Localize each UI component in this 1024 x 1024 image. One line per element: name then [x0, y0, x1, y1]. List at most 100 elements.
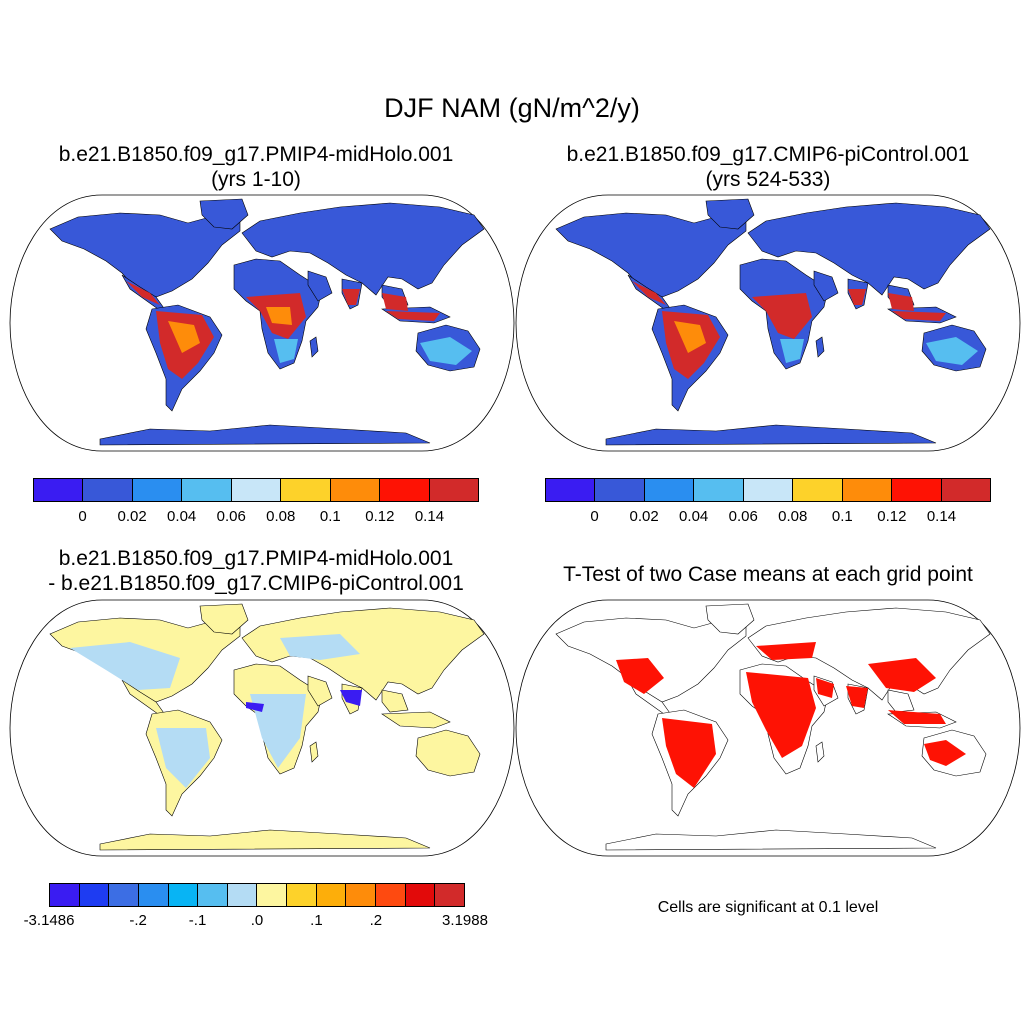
significant-cells: [924, 740, 966, 766]
colorbar-box: [376, 884, 406, 906]
landmass-namerica: [49, 212, 241, 298]
colorbar-box: [257, 884, 288, 906]
north-america-light: [70, 642, 180, 690]
colorbar-box: [743, 479, 794, 501]
southeast-asia: [382, 293, 408, 311]
landmass-antarctica: [605, 829, 937, 851]
colorbar-box: [429, 479, 478, 501]
landmass-seasia: [381, 689, 409, 713]
landmass-greenland: [199, 198, 249, 230]
colorbar-difference-labels: -3.1486 -.2 -.1 .0 .1 .2 3.1988: [24, 912, 488, 930]
colorbar-box: [546, 479, 596, 501]
colorbar-tick-label: .1: [310, 912, 323, 929]
landmass-namerica: [555, 212, 747, 298]
central-america: [126, 281, 160, 305]
africa-light: [250, 694, 306, 768]
colorbar-tick-label: 0.04: [679, 508, 709, 525]
panel-title-line2: (yrs 1-10): [211, 168, 301, 191]
colorbar-midholo: [33, 478, 479, 502]
colorbar-tick-label: .2: [369, 912, 383, 929]
colorbar-box: [405, 884, 436, 906]
indonesia: [386, 311, 440, 321]
colorbar-tick-label: 0.06: [216, 508, 246, 525]
landmass-madagascar: [309, 336, 319, 358]
colorbar-tick-label: 0.1: [831, 508, 853, 525]
colorbar-box: [346, 884, 377, 906]
landmass-indonesia: [381, 711, 451, 729]
landmass-antarctica: [605, 424, 937, 446]
colorbar-tick-label: 0.04: [167, 508, 197, 525]
landmass-namerica: [555, 617, 747, 703]
landmass-eurasia: [241, 202, 485, 296]
indonesia: [892, 311, 946, 321]
colorbar-difference: [49, 883, 465, 907]
panel-title-line1: b.e21.B1850.f09_g17.CMIP6-piControl.001: [566, 143, 970, 166]
colorbar-tick-label: -.1: [188, 912, 207, 929]
colorbar-tick-label: 0.06: [728, 508, 758, 525]
map-midholo: [9, 194, 515, 452]
significant-cells: [888, 710, 946, 724]
colorbar-box: [595, 479, 645, 501]
significant-cells: [662, 718, 716, 788]
colorbar-box: [50, 884, 80, 906]
significant-cells: [756, 642, 816, 660]
panel-title-line1: b.e21.B1850.f09_g17.PMIP4-midHolo.001: [58, 143, 454, 166]
panel-title-line2: - b.e21.B1850.f09_g17.CMIP6-piControl.00…: [48, 572, 464, 595]
colorbar-tick-label: 0: [78, 508, 87, 525]
panel-title-line2: (yrs 524-533): [705, 168, 831, 191]
south-india: [848, 289, 866, 305]
colorbar-tick-label: 0: [590, 508, 599, 525]
congo-basin: [266, 307, 292, 325]
colorbar-tick-label: -3.1486: [23, 912, 75, 929]
colorbar-box: [79, 884, 110, 906]
amazon-core: [168, 321, 200, 353]
colorbar-box: [109, 884, 139, 906]
colorbar-tick-label: 0.12: [365, 508, 395, 525]
landmass-arabia: [307, 270, 333, 302]
colorbar-tick-label: 0.14: [926, 508, 957, 525]
colorbar-box: [435, 884, 464, 906]
congo-basin: [772, 307, 798, 325]
landmass-australia: [415, 729, 481, 777]
south-india: [342, 289, 360, 305]
landmass-antarctica: [99, 829, 431, 851]
colorbar-box: [138, 884, 169, 906]
colorbar-box: [132, 479, 183, 501]
colorbar-box: [34, 479, 84, 501]
colorbar-box: [941, 479, 990, 501]
colorbar-box: [281, 479, 331, 501]
colorbar-picontrol-labels: 0 0.02 0.04 0.06 0.08 0.1 0.12 0.14: [545, 508, 991, 526]
landmass-madagascar: [309, 741, 319, 763]
colorbar-box: [694, 479, 744, 501]
india-negative: [340, 690, 362, 706]
panel-title-difference: b.e21.B1850.f09_g17.PMIP4-midHolo.001 - …: [0, 546, 512, 596]
colorbar-tick-label: 3.1988: [442, 912, 488, 929]
panel-title-picontrol: b.e21.B1850.f09_g17.CMIP6-piControl.001 …: [512, 142, 1024, 192]
landmass-greenland: [705, 198, 755, 230]
significant-cells: [846, 686, 868, 708]
colorbar-tick-label: 0.12: [877, 508, 907, 525]
colorbar-box: [644, 479, 695, 501]
colorbar-tick-label: 0.1: [319, 508, 341, 525]
colorbar-box: [227, 884, 258, 906]
landmass-madagascar: [815, 741, 825, 763]
landmass-seasia: [887, 689, 915, 713]
landmass-madagascar: [815, 336, 825, 358]
map-picontrol: [515, 194, 1021, 452]
colorbar-box: [168, 884, 199, 906]
colorbar-box: [182, 479, 232, 501]
central-america: [632, 281, 666, 305]
colorbar-box: [330, 479, 381, 501]
panel-title-ttest: T-Test of two Case means at each grid po…: [563, 563, 973, 586]
map-ttest: [515, 599, 1021, 857]
panel-title-midholo: b.e21.B1850.f09_g17.PMIP4-midHolo.001 (y…: [0, 142, 512, 192]
landmass-eurasia: [747, 202, 991, 296]
colorbar-box: [892, 479, 942, 501]
southern-africa: [780, 339, 804, 363]
southern-africa: [274, 339, 298, 363]
colorbar-tick-label: -.2: [129, 912, 147, 929]
colorbar-box: [793, 479, 843, 501]
significant-cells: [816, 678, 834, 698]
southeast-asia: [888, 293, 914, 311]
significant-cells: [868, 658, 936, 692]
